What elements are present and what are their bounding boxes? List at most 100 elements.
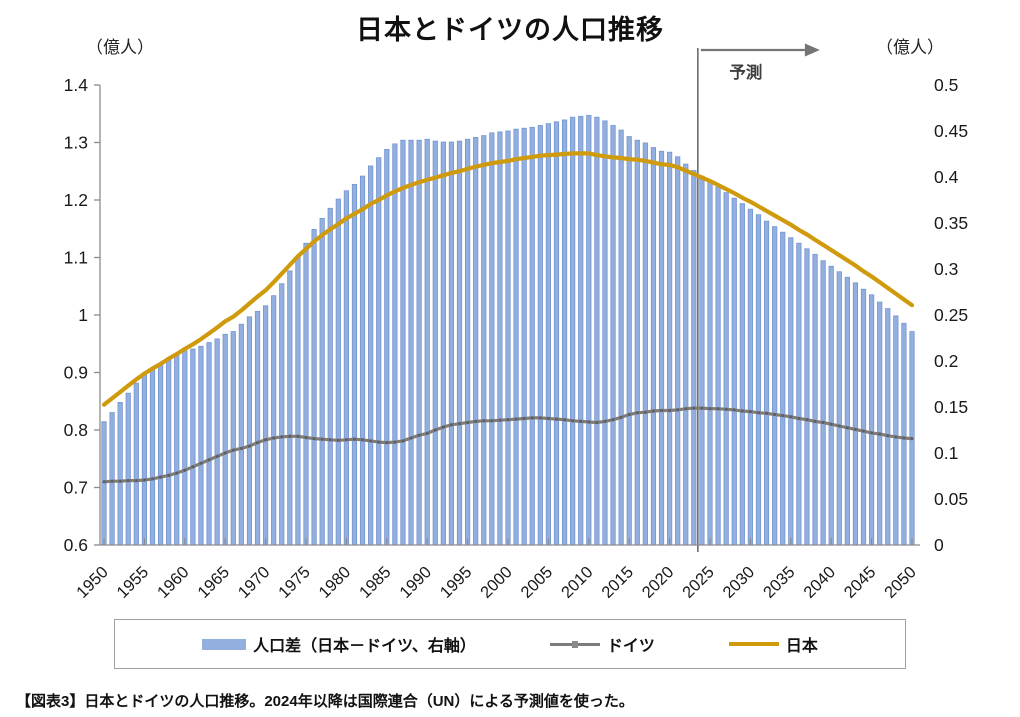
difference-bar: [246, 316, 253, 546]
difference-bar: [190, 348, 196, 546]
chart-title: 日本とドイツの人口推移: [356, 15, 664, 45]
difference-bar: [230, 331, 236, 546]
forecast-divider: 予測: [697, 43, 820, 552]
germany-marker: [102, 480, 106, 484]
difference-bar: [578, 115, 584, 546]
germany-marker: [425, 431, 429, 435]
germany-marker: [247, 444, 251, 448]
difference-bar: [384, 148, 390, 546]
population-chart-plot: 予測 1.4 1.3 1.2 1.1 1 0.9 0.8 0.7 0.6 0.5 0.45 0.4 0.…: [64, 43, 968, 602]
difference-bar: [279, 283, 285, 546]
difference-bar: [901, 322, 907, 546]
germany-marker: [700, 406, 704, 410]
germany-marker: [118, 479, 122, 483]
x-axis-tick-label: 2035: [760, 563, 799, 602]
germany-marker: [231, 448, 235, 452]
difference-bar: [351, 183, 358, 546]
x-axis-tick-label: 1980: [316, 563, 355, 602]
germany-marker: [643, 410, 647, 414]
right-axis-unit-label: （億人）: [876, 38, 944, 57]
difference-bar: [626, 136, 632, 546]
germany-marker: [563, 418, 567, 422]
germany-marker: [619, 415, 623, 419]
difference-bar: [634, 139, 640, 546]
germany-marker: [660, 409, 663, 412]
difference-bar: [586, 114, 592, 546]
germany-marker: [668, 409, 672, 412]
difference-bar: [675, 156, 681, 546]
difference-bar: [788, 237, 794, 546]
difference-bar: [214, 338, 220, 546]
difference-bar: [254, 310, 261, 546]
right-axis-tick-label: 0: [934, 535, 944, 555]
germany-marker: [110, 479, 114, 483]
germany-marker: [506, 418, 510, 422]
germany-marker: [312, 437, 316, 441]
germany-marker: [126, 479, 130, 483]
germany-marker: [902, 436, 906, 440]
x-axis-tick-label: 2005: [518, 563, 557, 602]
germany-marker: [603, 419, 607, 423]
germany-marker: [199, 461, 203, 465]
germany-marker: [239, 446, 243, 450]
difference-bar: [440, 141, 446, 546]
difference-bar: [174, 354, 180, 546]
germany-marker: [344, 438, 348, 442]
difference-bar: [804, 248, 810, 546]
left-axis-tick-label: 0.6: [64, 535, 88, 555]
germany-marker: [296, 434, 300, 438]
difference-bar: [222, 333, 228, 546]
legend-label-japan: 日本: [785, 638, 818, 655]
germany-marker: [264, 438, 268, 442]
difference-bar: [513, 128, 519, 546]
difference-bar: [238, 323, 244, 546]
difference-bar: [691, 170, 697, 546]
difference-bar: [335, 198, 341, 546]
germany-marker: [175, 471, 179, 475]
difference-bar: [602, 120, 608, 546]
difference-bar: [667, 151, 673, 546]
germany-marker: [571, 419, 575, 423]
x-axis-tick-label: 1970: [235, 563, 274, 602]
difference-bars: [101, 114, 915, 546]
forecast-arrow-head-icon: [804, 43, 820, 57]
difference-bar: [166, 357, 172, 546]
difference-bar: [424, 138, 430, 546]
left-axis-tick-label: 1: [78, 305, 88, 325]
difference-bar: [763, 220, 770, 546]
left-axis-tick-label: 1.1: [64, 248, 88, 268]
difference-bar: [287, 270, 293, 546]
germany-marker: [862, 429, 865, 433]
difference-bar: [125, 392, 131, 546]
difference-bar: [271, 295, 277, 546]
germany-marker: [538, 416, 542, 420]
germany-marker: [813, 419, 817, 423]
germany-marker: [385, 441, 389, 445]
germany-marker: [555, 417, 558, 421]
forecast-label: 予測: [729, 62, 762, 82]
difference-bar: [319, 217, 325, 546]
difference-bar: [359, 175, 366, 546]
germany-marker: [474, 419, 478, 423]
difference-bar: [715, 186, 721, 546]
x-axis-tick-label: 1965: [194, 563, 233, 602]
germany-marker: [910, 437, 914, 441]
germany-marker: [724, 407, 728, 411]
x-axis-tick-label: 1985: [356, 563, 395, 602]
left-axis-tick-label: 1.3: [64, 133, 88, 153]
difference-bar: [650, 147, 657, 546]
difference-bar: [860, 288, 867, 546]
right-axis-tick-label: 0.25: [934, 305, 968, 325]
legend-item-japan: 日本: [728, 632, 818, 656]
right-axis-tick-label: 0.45: [934, 121, 968, 141]
difference-bar: [893, 315, 899, 546]
difference-bar: [376, 157, 382, 546]
germany-marker: [207, 458, 211, 462]
left-axis-unit-label: （億人）: [86, 38, 154, 57]
right-axis-tick-label: 0.1: [934, 443, 958, 463]
germany-marker: [320, 437, 324, 441]
difference-bar: [327, 207, 333, 546]
germany-marker: [757, 411, 760, 415]
germany-marker: [417, 433, 421, 437]
legend-item-difference: 人口差（日本－ドイツ、右軸）: [202, 632, 476, 656]
